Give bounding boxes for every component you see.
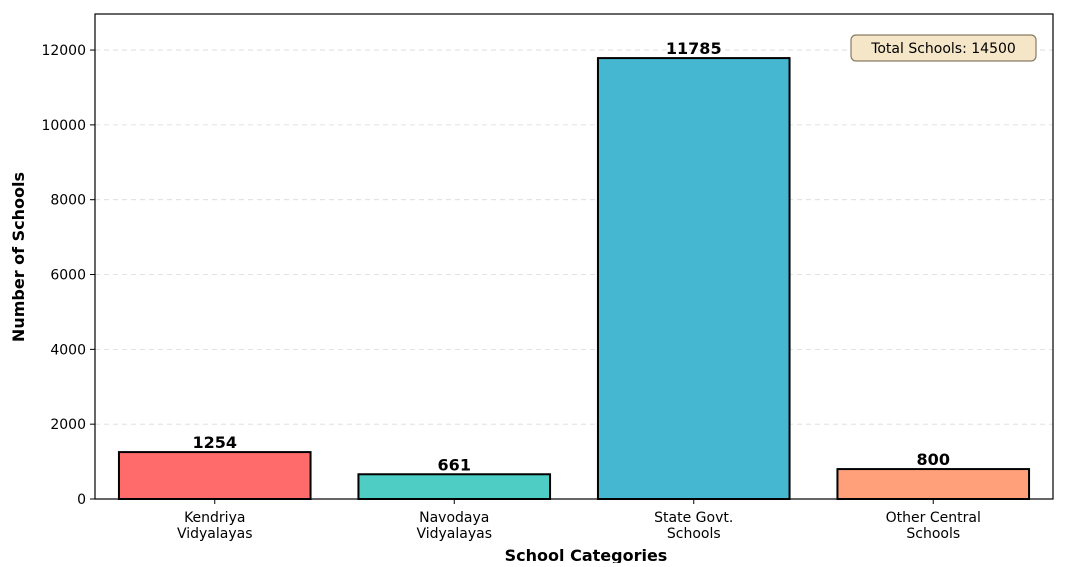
grid-lines (95, 49, 1053, 425)
x-tick-label: State Govt. Schools (654, 510, 733, 542)
bar-value-label: 1254 (192, 433, 237, 452)
y-axis-title: Number of Schools (9, 172, 28, 342)
bar-value-label: 800 (917, 450, 950, 469)
y-tick-label: 2000 (50, 417, 86, 433)
bars (117, 57, 1031, 501)
bar-value-label: 11785 (666, 39, 722, 58)
bar (117, 451, 312, 501)
total-schools-annotation: Total Schools: 14500 (850, 34, 1037, 62)
x-tick-label: Navodaya Vidyalayas (416, 510, 492, 542)
y-tick-label: 12000 (41, 43, 86, 59)
bar (357, 473, 552, 500)
x-tick-label: Kendriya Vidyalayas (177, 510, 253, 542)
value-labels: 1254 661 11785 800 (192, 39, 949, 474)
annotation-background (850, 34, 1037, 62)
y-tick-label: 0 (77, 492, 86, 508)
plot-frame (94, 13, 1054, 500)
bar-value-label: 661 (438, 455, 471, 474)
y-tick-label: 8000 (50, 193, 86, 209)
x-axis-title: School Categories (505, 546, 668, 563)
y-tick-label: 6000 (50, 268, 86, 284)
x-axis-ticks: Kendriya Vidyalayas Navodaya Vidyalayas Stat… (177, 499, 981, 542)
bar (596, 57, 791, 500)
y-tick-label: 4000 (50, 342, 86, 358)
axes-frame (94, 13, 1054, 500)
annotation-text: Total Schools: 14500 (870, 41, 1016, 57)
x-tick-label: Other Central Schools (886, 510, 981, 542)
bar (836, 468, 1031, 501)
y-tick-label: 10000 (41, 118, 86, 134)
y-axis-ticks: 0 2000 4000 6000 8000 10000 12000 (41, 43, 95, 508)
